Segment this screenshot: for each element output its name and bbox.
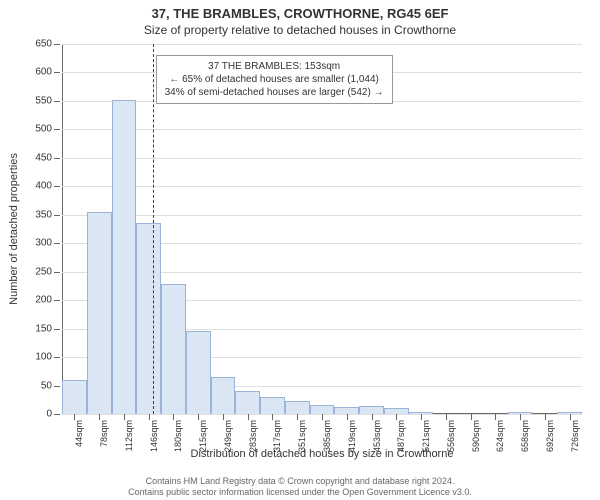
- footer-attribution: Contains HM Land Registry data © Crown c…: [0, 476, 600, 498]
- y-tick-label: 100: [35, 352, 62, 363]
- y-tick-label: 350: [35, 209, 62, 220]
- annotation-line: 37 THE BRAMBLES: 153sqm: [165, 60, 384, 73]
- histogram-bar: [285, 401, 310, 414]
- y-tick-label: 600: [35, 67, 62, 78]
- histogram-bar: [334, 407, 359, 414]
- footer-line-2: Contains public sector information licen…: [0, 487, 600, 498]
- x-tick-label: 78sqm: [99, 420, 109, 447]
- x-tick-label: 180sqm: [173, 420, 183, 452]
- y-tick-label: 250: [35, 266, 62, 277]
- chart-subtitle: Size of property relative to detached ho…: [0, 21, 600, 37]
- y-tick-label: 200: [35, 295, 62, 306]
- y-tick-label: 650: [35, 39, 62, 50]
- x-tick-label: 556sqm: [446, 420, 456, 452]
- grid-line: [62, 129, 582, 130]
- grid-line: [62, 215, 582, 216]
- y-tick-label: 0: [46, 409, 62, 420]
- y-tick-label: 150: [35, 323, 62, 334]
- histogram-bar: [310, 405, 335, 414]
- x-tick-label: 249sqm: [223, 420, 233, 452]
- y-tick-label: 400: [35, 181, 62, 192]
- histogram-bar: [186, 331, 211, 414]
- x-tick-label: 146sqm: [149, 420, 159, 452]
- x-tick-label: 351sqm: [297, 420, 307, 452]
- histogram-bar: [235, 391, 260, 414]
- histogram-bar: [62, 380, 87, 414]
- histogram-bar: [211, 377, 236, 414]
- annotation-line: 34% of semi-detached houses are larger (…: [165, 86, 384, 99]
- annotation-box: 37 THE BRAMBLES: 153sqm← 65% of detached…: [156, 55, 393, 104]
- histogram-bar: [359, 406, 384, 414]
- grid-line: [62, 44, 582, 45]
- annotation-line: ← 65% of detached houses are smaller (1,…: [165, 73, 384, 86]
- x-tick-label: 317sqm: [272, 420, 282, 452]
- y-tick-label: 550: [35, 95, 62, 106]
- y-axis-line: [62, 44, 63, 414]
- x-tick-label: 215sqm: [198, 420, 208, 452]
- x-tick-label: 385sqm: [322, 420, 332, 452]
- grid-line: [62, 186, 582, 187]
- histogram-bar: [136, 223, 161, 414]
- x-tick-label: 521sqm: [421, 420, 431, 452]
- x-tick-label: 487sqm: [396, 420, 406, 452]
- x-tick-label: 658sqm: [520, 420, 530, 452]
- x-tick-label: 590sqm: [471, 420, 481, 452]
- footer-line-1: Contains HM Land Registry data © Crown c…: [0, 476, 600, 487]
- x-tick-label: 283sqm: [248, 420, 258, 452]
- y-tick-label: 450: [35, 152, 62, 163]
- x-tick-label: 44sqm: [74, 420, 84, 447]
- histogram-bar: [161, 284, 186, 414]
- y-tick-label: 50: [41, 380, 62, 391]
- y-axis-label: Number of detached properties: [8, 153, 20, 305]
- histogram-bar: [87, 212, 112, 414]
- y-tick-label: 300: [35, 238, 62, 249]
- reference-line: [153, 44, 154, 414]
- histogram-bar: [112, 100, 137, 414]
- chart-plot-area: Number of detached properties Distributi…: [62, 44, 582, 414]
- chart-title: 37, THE BRAMBLES, CROWTHORNE, RG45 6EF: [0, 0, 600, 21]
- x-tick-label: 692sqm: [545, 420, 555, 452]
- x-tick-label: 726sqm: [570, 420, 580, 452]
- histogram-bar: [260, 397, 285, 414]
- x-tick-label: 112sqm: [124, 420, 134, 451]
- x-tick-label: 419sqm: [347, 420, 357, 452]
- grid-line: [62, 158, 582, 159]
- x-tick-label: 453sqm: [372, 420, 382, 452]
- x-tick-label: 624sqm: [495, 420, 505, 452]
- y-tick-label: 500: [35, 124, 62, 135]
